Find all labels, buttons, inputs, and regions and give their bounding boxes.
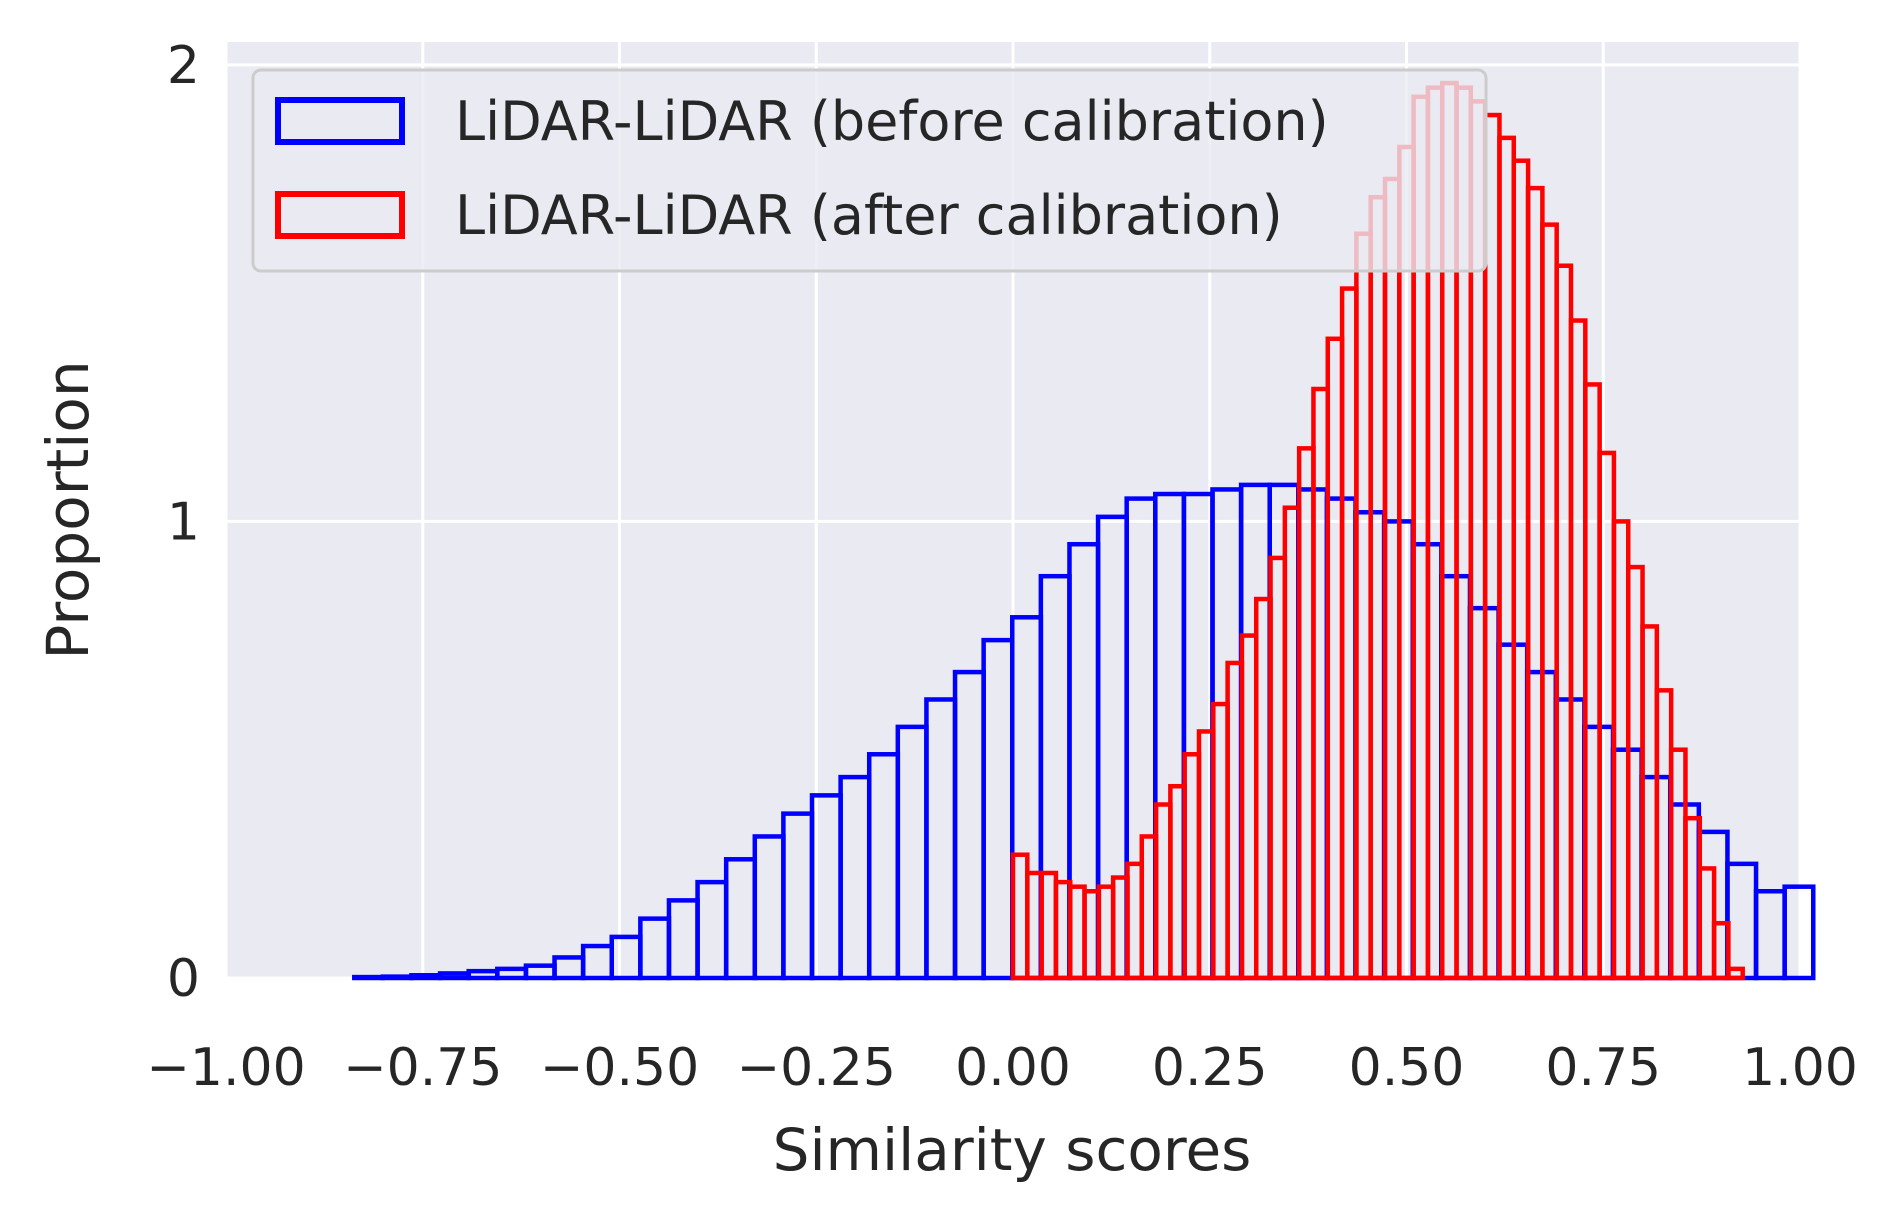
histogram-bars	[352, 80, 1816, 981]
legend-label-before: LiDAR-LiDAR (before calibration)	[455, 90, 1329, 153]
series-0-bar	[380, 974, 414, 981]
x-axis-ticks: −1.00 −0.75 −0.50 −0.25 0.00 0.25 0.50 0.75 1.00	[146, 1038, 1858, 1098]
x-tick-label: 0.50	[1349, 1038, 1465, 1098]
series-1-bars	[1010, 80, 1745, 981]
x-tick-label: 0.25	[1152, 1038, 1268, 1098]
x-tick-label: 1.00	[1742, 1038, 1858, 1098]
y-tick-label: 0	[167, 949, 200, 1009]
series-0-bar	[352, 974, 386, 981]
series-0-bar	[1782, 884, 1816, 981]
x-tick-label: 0.00	[955, 1038, 1071, 1098]
y-axis-ticks: 0 1 2	[167, 36, 200, 1009]
series-0-bar	[409, 973, 443, 981]
x-tick-label: −0.25	[737, 1038, 896, 1098]
legend-label-after: LiDAR-LiDAR (after calibration)	[455, 184, 1283, 247]
legend-frame	[251, 68, 1488, 273]
series-1-bar	[1726, 966, 1745, 981]
legend-swatch-after	[275, 191, 405, 239]
y-tick-label: 1	[167, 492, 200, 552]
x-tick-label: −1.00	[146, 1038, 305, 1098]
x-tick-label: 0.75	[1545, 1038, 1661, 1098]
x-tick-label: −0.75	[343, 1038, 502, 1098]
y-tick-label: 2	[167, 36, 200, 96]
legend-swatch-before	[275, 97, 405, 145]
x-axis-title: Similarity scores	[773, 1116, 1252, 1184]
x-tick-label: −0.50	[540, 1038, 699, 1098]
legend: LiDAR-LiDAR (before calibration) LiDAR-L…	[251, 68, 1488, 273]
series-1-bar	[1711, 920, 1731, 981]
y-axis-title: Proportion	[34, 360, 102, 659]
